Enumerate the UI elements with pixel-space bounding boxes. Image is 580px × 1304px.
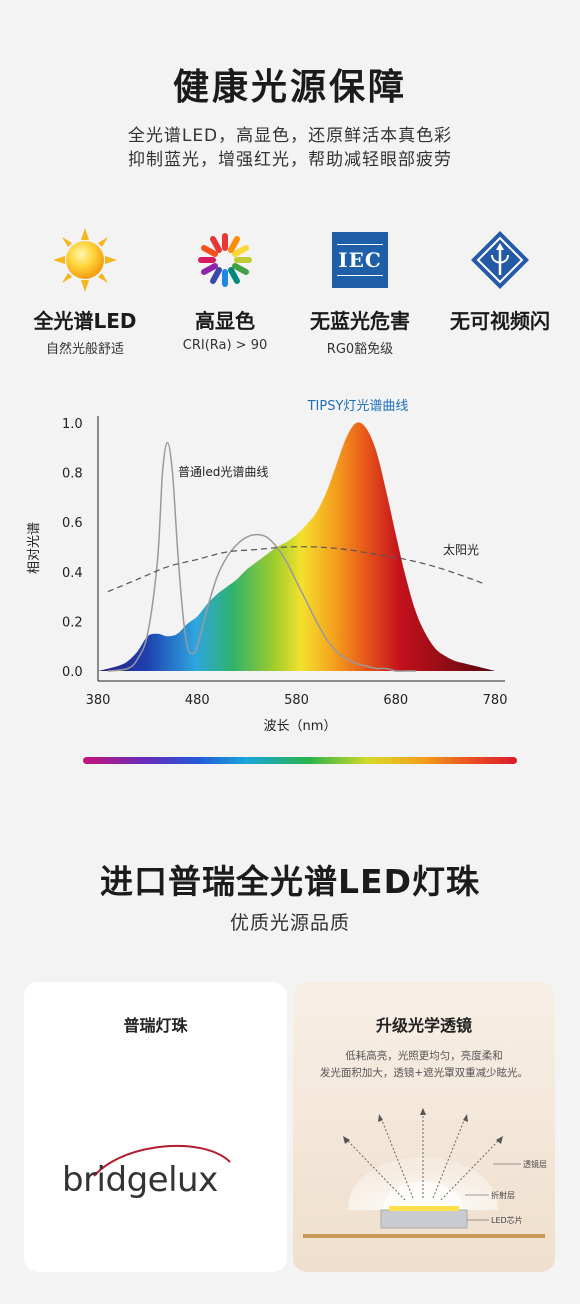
card-title: 普瑞灯珠	[123, 1016, 188, 1035]
label-lens-layer: 透镜层	[523, 1159, 547, 1169]
feature-label: 高显色	[195, 309, 255, 333]
y-axis-label: 相对光谱	[27, 522, 42, 574]
card-desc-line-1: 低耗高亮，光照更均匀，亮度柔和	[345, 1050, 503, 1062]
series-label-sunlight: 太阳光	[443, 542, 479, 557]
card-desc-line-2: 发光面积加大，透镜+遮光罩双重减少眩光。	[319, 1067, 529, 1079]
page-title: 健康光源保障	[172, 67, 407, 108]
iec-logo-icon: IEC	[290, 225, 430, 295]
feature-cri: 高显色 CRI(Ra) > 90	[155, 225, 295, 353]
x-tick-label: 480	[185, 693, 210, 708]
series-label-tipsy: TIPSY灯光谱曲线	[307, 399, 409, 414]
section-title: 进口普瑞全光谱LED灯珠	[100, 862, 480, 901]
sunlight-curve	[107, 546, 486, 593]
feature-full-spectrum: 全光谱LED 自然光般舒适	[15, 225, 155, 357]
sun-icon	[15, 225, 155, 295]
color-wheel-icon	[155, 225, 295, 295]
card-optical-lens: 升级光学透镜 低耗高亮，光照更均匀，亮度柔和 发光面积加大，透镜+遮光罩双重减少…	[293, 982, 555, 1272]
rainbow-bar	[83, 757, 517, 764]
card-description: 低耗高亮，光照更均匀，亮度柔和 发光面积加大，透镜+遮光罩双重减少眩光。	[293, 1048, 555, 1082]
y-tick-label: 1.0	[62, 417, 83, 432]
feature-no-blue-light: IEC 无蓝光危害 RG0豁免级	[290, 225, 430, 357]
y-tick-label: 0.8	[62, 467, 83, 482]
common-led-curve	[107, 442, 416, 672]
bridgelux-logo: bridgelux	[54, 1132, 264, 1212]
y-tick-label: 0.0	[62, 665, 83, 680]
lens-diagram: 透镜层 折射层 LED芯片	[303, 1108, 547, 1238]
feature-sublabel: CRI(Ra) > 90	[182, 338, 268, 353]
bridgelux-wordmark: bridgelux	[62, 1160, 218, 1200]
feature-label: 无蓝光危害	[310, 309, 410, 333]
label-refraction-layer: 折射层	[491, 1190, 515, 1200]
feature-sublabel: 自然光般舒适	[45, 342, 124, 357]
card-title: 升级光学透镜	[375, 1016, 472, 1035]
section-subtitle: 优质光源品质	[229, 912, 350, 934]
series-label-common-led: 普通led光谱曲线	[178, 465, 268, 479]
y-tick-label: 0.6	[62, 516, 83, 531]
y-tick-label: 0.4	[62, 566, 83, 581]
feature-flicker-free: 无可视频闪	[430, 225, 570, 334]
x-tick-label: 780	[483, 693, 508, 708]
feature-sublabel: RG0豁免级	[326, 342, 394, 357]
x-tick-label: 580	[284, 693, 309, 708]
subtitle-line-1: 全光谱LED，高显色，还原鲜活本真色彩	[127, 126, 453, 146]
y-tick-label: 0.2	[62, 615, 83, 630]
label-led-chip: LED芯片	[491, 1215, 523, 1225]
iec-logo-text: IEC	[338, 248, 382, 272]
subtitle-line-2: 抑制蓝光，增强红光，帮助减轻眼部疲劳	[128, 150, 452, 170]
card-bridgelux: 普瑞灯珠 bridgelux	[24, 982, 287, 1272]
x-tick-label: 680	[383, 693, 408, 708]
x-axis-label: 波长（nm）	[264, 719, 337, 734]
spectrum-chart: 380 480 580 680 780 0.0 0.2 0.4 0.6 0.8 1.0 TIPSY…	[27, 399, 508, 734]
feature-label: 无可视频闪	[450, 309, 550, 333]
feature-label: 全光谱LED	[33, 309, 137, 333]
x-tick-label: 380	[86, 693, 111, 708]
flicker-free-icon	[430, 225, 570, 295]
